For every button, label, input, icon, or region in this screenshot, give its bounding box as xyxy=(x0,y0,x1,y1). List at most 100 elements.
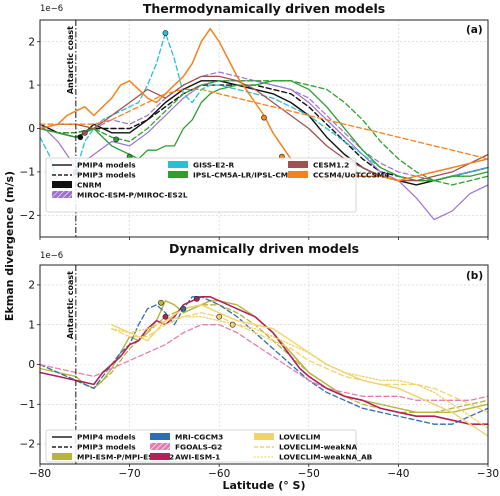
panel-b-label: (b) xyxy=(466,270,483,282)
panel-b-x-tick-label-4: −40 xyxy=(387,468,409,480)
panel-b-marker-1 xyxy=(162,313,169,320)
panel-b-legend-box xyxy=(45,429,357,463)
panel-a-legend-item-3: MIROC-ESM-P/MIROC-ES2L xyxy=(52,191,188,200)
panel-b-legend-item-6: LOVECLIM xyxy=(254,433,321,442)
panel-a-plot-area xyxy=(39,27,489,221)
panel-b-plot-area xyxy=(39,295,489,437)
panel-b-title: Dynamically driven models xyxy=(169,241,359,256)
panel-b-legend-swatch-2 xyxy=(52,453,72,460)
panel-b-marker-4 xyxy=(216,313,223,320)
panel-b-x-tick-label-5: −30 xyxy=(477,468,499,480)
panel-a-legend-item-1: PMIP3 models xyxy=(52,171,136,180)
panel-a-marker-6 xyxy=(261,114,267,121)
panel-a-legend-box xyxy=(45,157,357,213)
panel-b-legend-item-4: FGOALS-G2 xyxy=(150,443,222,452)
panel-a-legend-label-3: MIROC-ESM-P/MIROC-ES2L xyxy=(77,191,188,200)
panel-b-series-line-3 xyxy=(39,324,489,401)
panel-a-y-tick-label-1: −1 xyxy=(20,167,35,179)
panel-b-legend-swatch-5 xyxy=(150,453,170,460)
panel-a-y-tick-label-0: −2 xyxy=(20,210,35,222)
panel-a: Thermodynamically driven models 1e−6 Ant… xyxy=(20,1,489,240)
panel-a-legend-label-0: PMIP4 models xyxy=(77,161,136,170)
panel-b-series-line-2 xyxy=(39,296,489,425)
panel-a-marker-3 xyxy=(113,136,120,143)
panel-b-marker-0 xyxy=(158,299,164,306)
panel-a-y-tick-label-3: 1 xyxy=(28,80,35,92)
panel-b-x-ticks: −80 −70 −60 −50 −40 −30 xyxy=(29,464,499,480)
panel-b-coast-label: Antarctic coast xyxy=(66,271,75,339)
panel-a-title: Thermodynamically driven models xyxy=(143,1,385,16)
panel-a-legend-item-7: CCSM4/UoTCCSM4 xyxy=(288,171,389,180)
panel-a-series-line-9 xyxy=(39,88,489,160)
panel-a-legend-label-5: IPSL-CM5A-LR/IPSL-CM5A2 xyxy=(193,171,304,180)
panel-b-legend-label-7: LOVECLIM-weakNA xyxy=(279,443,358,452)
panel-b-marker-5 xyxy=(229,321,236,328)
panel-a-marker-1 xyxy=(77,134,84,141)
panel-b-y-tick-label-4: 2 xyxy=(28,280,35,292)
panel-a-legend-hatch-3 xyxy=(52,191,72,198)
panel-b-x-tick-label-2: −60 xyxy=(208,468,230,480)
panel-b-x-tick-label-3: −50 xyxy=(298,468,320,480)
panel-a-legend-item-6: CESM1.2 xyxy=(288,161,349,170)
panel-a-y-tick-label-2: 0 xyxy=(28,123,35,135)
panel-b-sci-label: 1e−6 xyxy=(40,251,63,261)
panel-a-marker-5 xyxy=(162,30,169,36)
panel-b-legend-swatch-3 xyxy=(150,433,170,440)
panel-b: Dynamically driven models 1e−6 Antarctic… xyxy=(20,241,500,480)
panel-a-legend-swatch-7 xyxy=(288,171,308,178)
panel-b-legend-label-6: LOVECLIM xyxy=(279,433,321,442)
panel-b-series-line-1 xyxy=(39,304,489,413)
panel-b-legend-item-1: PMIP3 models xyxy=(52,443,136,452)
panel-a-y-tick-label-4: 2 xyxy=(28,36,35,48)
panel-a-legend-item-2: CNRM xyxy=(52,181,102,190)
panel-a-legend-item-0: PMIP4 models xyxy=(52,161,136,170)
panel-b-legend-item-2: MPI-ESM-P/MPI-ESM1-2 xyxy=(52,453,174,462)
panel-a-legend-label-2: CNRM xyxy=(77,181,102,190)
panel-b-legend-item-0: PMIP4 models xyxy=(52,433,136,442)
panel-b-series-line-4 xyxy=(39,296,489,425)
panel-a-coast-label: Antarctic coast xyxy=(66,26,75,94)
x-axis-label: Latitude (° S) xyxy=(222,479,305,492)
panel-a-sci-label: 1e−6 xyxy=(40,4,63,14)
panel-a-legend-swatch-4 xyxy=(168,161,188,168)
panel-a-legend-swatch-6 xyxy=(288,161,308,168)
panel-b-legend-label-5: AWI-ESM-1 xyxy=(175,453,220,462)
panel-b-y-tick-label-2: 0 xyxy=(28,359,35,371)
panel-a-series-line-7 xyxy=(39,75,489,182)
panel-a-legend-label-4: GISS-E2-R xyxy=(193,161,234,170)
panel-b-legend-label-2: MPI-ESM-P/MPI-ESM1-2 xyxy=(77,453,174,462)
panel-b-legend-label-0: PMIP4 models xyxy=(77,433,136,442)
panel-b-y-tick-label-3: 1 xyxy=(28,319,35,331)
panel-b-marker-2 xyxy=(180,305,187,312)
panel-b-y-tick-label-1: −1 xyxy=(20,399,35,411)
panel-b-marker-3 xyxy=(193,295,200,302)
panel-b-series-line-7 xyxy=(111,316,489,429)
panel-a-y-ticks: −2 −1 0 1 2 xyxy=(20,36,40,222)
panel-b-series-line-6 xyxy=(111,312,489,413)
panel-a-marker-2 xyxy=(81,129,88,136)
panel-b-legend-label-3: MRI-CGCM3 xyxy=(175,433,223,442)
panel-b-legend-item-8: LOVECLIM-weakNA_AB xyxy=(254,453,373,462)
panel-a-series-line-8 xyxy=(39,27,489,182)
panel-a-x-ticks xyxy=(39,237,489,240)
panel-a-label: (a) xyxy=(466,24,483,36)
panel-b-y-ticks: −2 −1 0 1 2 xyxy=(20,280,40,451)
panel-b-legend-item-5: AWI-ESM-1 xyxy=(150,453,220,462)
panel-b-legend-label-8: LOVECLIM-weakNA_AB xyxy=(279,453,373,462)
panel-b-series-line-0 xyxy=(39,300,489,413)
panel-a-series-line-3 xyxy=(39,71,489,182)
panel-a-legend-item-5: IPSL-CM5A-LR/IPSL-CM5A2 xyxy=(168,171,304,180)
panel-a-series-line-6 xyxy=(39,80,489,186)
panel-a-legend-swatch-2 xyxy=(52,181,72,188)
panel-b-legend-swatch-6 xyxy=(254,433,274,440)
panel-b-x-tick-label-0: −80 xyxy=(29,468,51,480)
panel-b-legend-item-3: MRI-CGCM3 xyxy=(150,433,223,442)
panel-a-legend-label-7: CCSM4/UoTCCSM4 xyxy=(313,171,389,180)
panel-b-x-tick-label-1: −70 xyxy=(119,468,141,480)
panel-b-legend-label-4: FGOALS-G2 xyxy=(175,443,222,452)
panel-a-legend-label-1: PMIP3 models xyxy=(77,171,136,180)
panel-a-legend-swatch-5 xyxy=(168,171,188,178)
